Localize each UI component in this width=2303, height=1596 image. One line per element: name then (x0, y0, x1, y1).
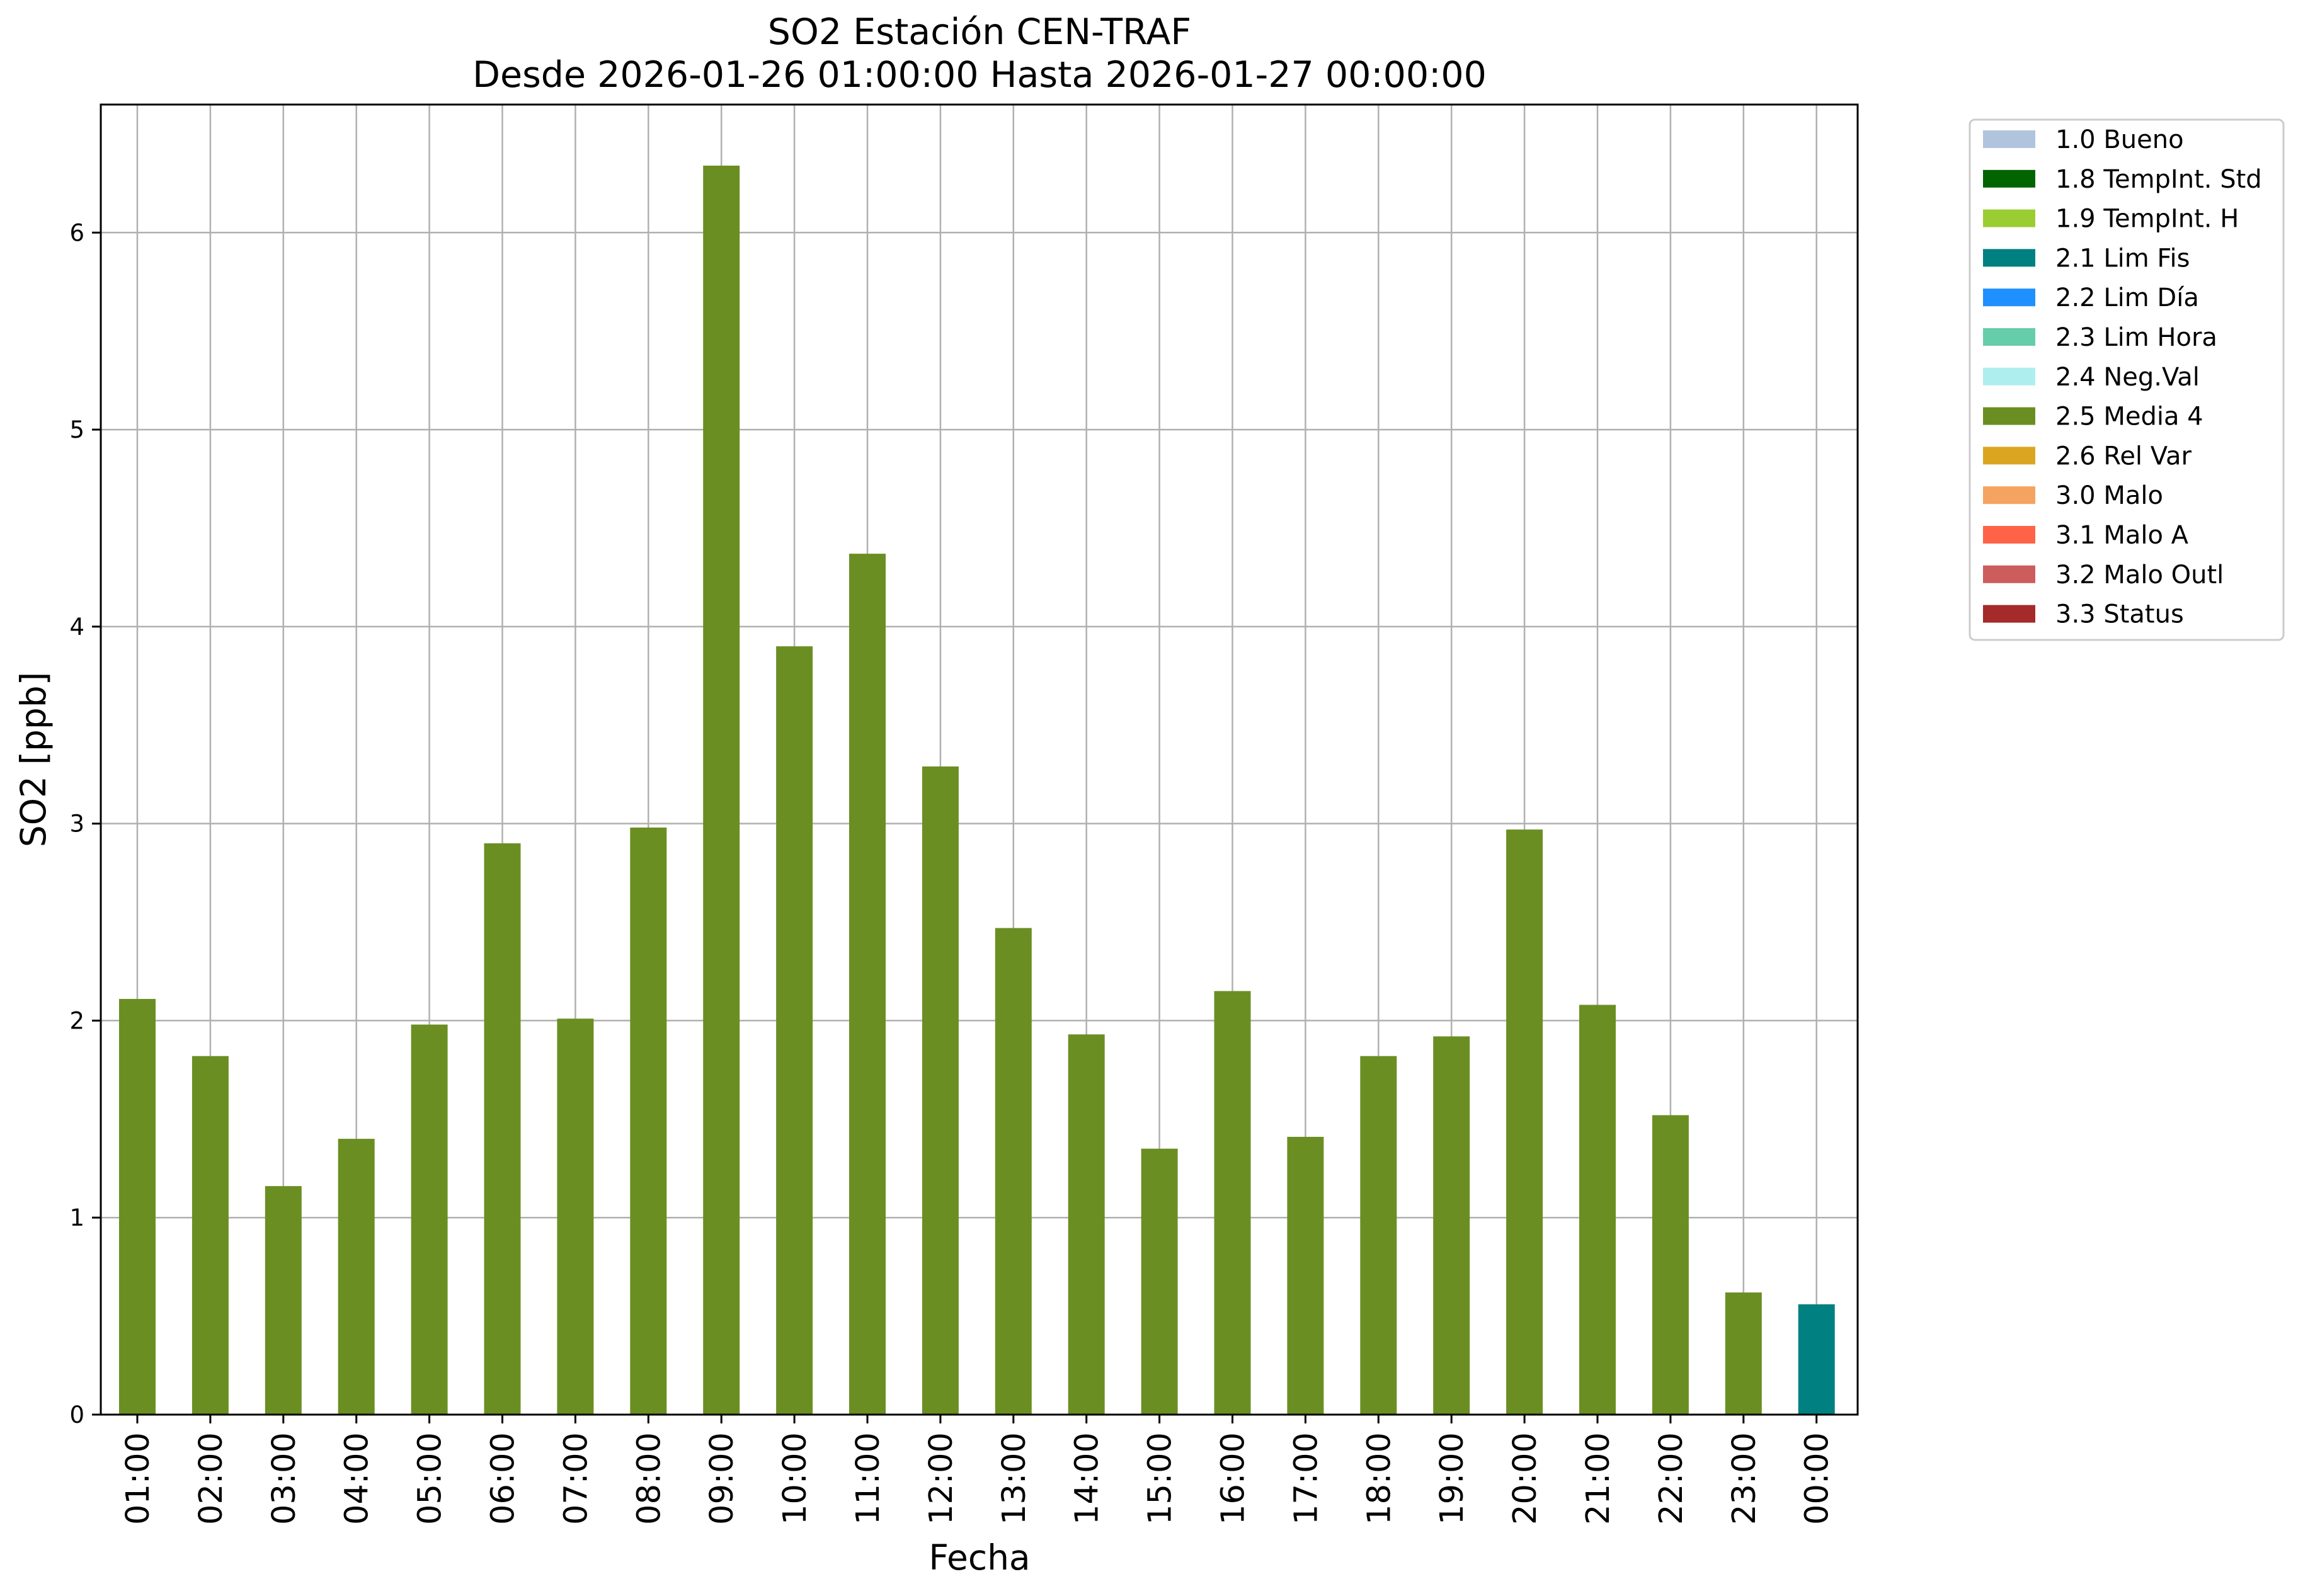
x-tick-label: 01:00 (120, 1432, 157, 1525)
legend-swatch (1983, 526, 2035, 544)
plot-frame (100, 103, 1859, 1416)
legend-swatch (1983, 328, 2035, 346)
bar-1000 (776, 646, 813, 1415)
bar-0300 (265, 1186, 302, 1415)
bar-2100 (1579, 1005, 1616, 1415)
bar-0000 (1798, 1304, 1835, 1415)
legend-label: 3.1 Malo A (2055, 521, 2189, 550)
legend-label: 2.1 Lim Fis (2055, 244, 2190, 273)
bar-0900 (703, 165, 740, 1415)
legend-label: 3.3 Status (2055, 600, 2184, 629)
x-tick-label: 21:00 (1580, 1432, 1617, 1525)
x-tick-label: 19:00 (1434, 1432, 1471, 1525)
bar-1300 (995, 928, 1032, 1415)
legend-swatch (1983, 288, 2035, 307)
legend-label: 3.0 Malo (2055, 481, 2163, 510)
legend-label: 2.4 Neg.Val (2055, 363, 2200, 392)
x-tick-label: 00:00 (1799, 1432, 1836, 1525)
legend-label: 2.5 Media 4 (2055, 402, 2203, 431)
bar-0600 (484, 843, 521, 1415)
legend-swatch (1983, 249, 2035, 267)
x-tick-label: 16:00 (1215, 1432, 1252, 1525)
legend-label: 1.0 Bueno (2055, 125, 2184, 154)
bar-0100 (119, 999, 156, 1415)
bar-0800 (630, 827, 667, 1415)
y-axis-label: SO2 [ppb] (13, 672, 54, 847)
legend-label: 3.2 Malo Outl (2055, 561, 2224, 590)
x-tick-label: 05:00 (412, 1432, 449, 1525)
x-tick-label: 12:00 (923, 1432, 960, 1525)
legend-label: 2.6 Rel Var (2055, 442, 2192, 470)
legend: 1.0 Bueno 1.8 TempInt. Std 1.9 TempInt. H 2… (1969, 118, 2285, 641)
y-tick-label: 2 (69, 1007, 84, 1034)
x-tick-label: 11:00 (850, 1432, 887, 1525)
x-tick-label: 02:00 (193, 1432, 230, 1525)
bar-2200 (1652, 1115, 1689, 1415)
legend-swatch (1983, 130, 2035, 148)
legend-swatch (1983, 407, 2035, 425)
x-tick-label: 03:00 (266, 1432, 303, 1525)
bar-0200 (191, 1056, 229, 1415)
bar-1500 (1141, 1148, 1178, 1415)
x-tick-label: 14:00 (1069, 1432, 1106, 1525)
y-tick-label: 3 (69, 811, 84, 838)
bar-0400 (338, 1139, 375, 1415)
x-tick-label: 09:00 (704, 1432, 741, 1525)
y-tick-label: 6 (69, 219, 84, 246)
bar-2000 (1506, 829, 1543, 1415)
bar-1900 (1433, 1036, 1470, 1415)
x-tick-label: 06:00 (485, 1432, 522, 1525)
bar-1200 (922, 766, 959, 1415)
legend-label: 1.8 TempInt. Std (2055, 165, 2262, 194)
chart-subtitle: Desde 2026-01-26 01:00:00 Hasta 2026-01-… (472, 54, 1487, 96)
x-axis: 01:00 02:00 03:00 04:00 05:00 06:00 07:00 08:00… (120, 1415, 1836, 1525)
x-tick-label: 08:00 (631, 1432, 668, 1525)
bar-1600 (1214, 991, 1251, 1415)
x-tick-label: 17:00 (1288, 1432, 1325, 1525)
legend-swatch (1983, 447, 2035, 465)
y-tick-label: 0 (69, 1401, 84, 1428)
legend-swatch (1983, 565, 2035, 583)
x-axis-label: Fecha (929, 1537, 1030, 1578)
legend-box (1969, 118, 2285, 641)
bar-1400 (1068, 1034, 1105, 1415)
bars (119, 165, 1835, 1415)
y-tick-label: 5 (69, 416, 84, 443)
x-tick-label: 20:00 (1507, 1432, 1544, 1525)
legend-swatch (1983, 486, 2035, 504)
x-tick-label: 22:00 (1653, 1432, 1690, 1525)
x-tick-label: 04:00 (339, 1432, 376, 1525)
y-axis: 0 1 2 3 4 5 6 (69, 219, 101, 1428)
bar-0700 (557, 1018, 594, 1415)
x-tick-label: 18:00 (1361, 1432, 1398, 1525)
x-tick-label: 15:00 (1142, 1432, 1179, 1525)
legend-label: 2.2 Lim Día (2055, 283, 2199, 312)
legend-swatch (1983, 209, 2035, 227)
legend-swatch (1983, 169, 2035, 188)
x-tick-label: 07:00 (557, 1432, 595, 1525)
chart-title: SO2 Estación CEN-TRAF (768, 11, 1191, 53)
legend-swatch (1983, 605, 2035, 623)
legend-label: 1.9 TempInt. H (2055, 205, 2239, 234)
y-tick-label: 1 (69, 1204, 84, 1231)
bar-1700 (1287, 1136, 1324, 1415)
y-tick-label: 4 (69, 613, 84, 641)
bar-2300 (1725, 1292, 1762, 1415)
x-tick-label: 23:00 (1726, 1432, 1763, 1525)
bar-0500 (411, 1024, 448, 1415)
legend-swatch (1983, 367, 2035, 385)
x-tick-label: 10:00 (777, 1432, 814, 1525)
x-tick-label: 13:00 (996, 1432, 1033, 1525)
legend-label: 2.3 Lim Hora (2055, 323, 2217, 352)
bar-1800 (1360, 1056, 1397, 1415)
bar-1100 (849, 554, 886, 1415)
